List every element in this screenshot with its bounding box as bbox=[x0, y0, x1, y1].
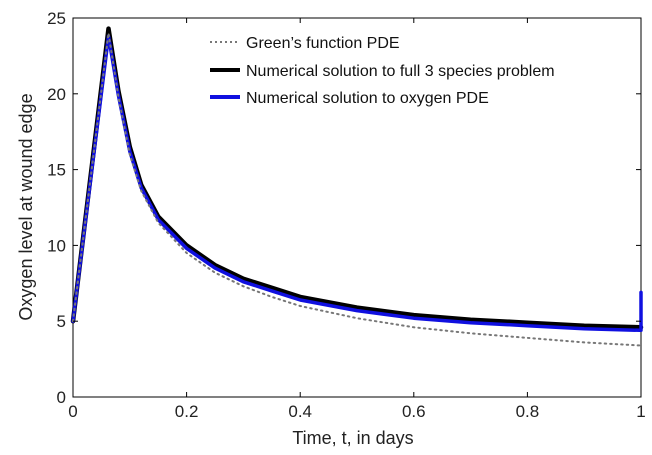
plot-area-border bbox=[72, 17, 642, 398]
x-tick-label: 0 bbox=[68, 402, 77, 421]
y-tick-label: 15 bbox=[47, 161, 66, 180]
legend-box bbox=[200, 27, 636, 114]
y-axis-label: Oxygen level at wound edge bbox=[16, 93, 36, 320]
x-tick-label: 0.2 bbox=[175, 402, 199, 421]
legend-label-greens-function: Green’s function PDE bbox=[246, 35, 400, 52]
series-layer bbox=[70, 26, 644, 347]
y-tick-label: 5 bbox=[57, 312, 66, 331]
y-tick-label: 0 bbox=[57, 388, 66, 407]
legend-label-oxygen-pde: Numerical solution to oxygen PDE bbox=[246, 90, 489, 107]
plot-frame bbox=[72, 17, 642, 398]
series-line-oxygen-pde bbox=[71, 34, 643, 333]
x-tick-label: 1 bbox=[636, 402, 645, 421]
legend-label-full-3-species: Numerical solution to full 3 species pro… bbox=[246, 63, 555, 80]
y-tick-label: 10 bbox=[47, 236, 66, 255]
x-axis-label: Time, t, in days bbox=[292, 428, 413, 448]
y-tick-label: 25 bbox=[47, 9, 66, 28]
x-tick-label: 0.6 bbox=[402, 402, 426, 421]
series-line-greens-function bbox=[72, 32, 642, 347]
y-tick-label: 20 bbox=[47, 85, 66, 104]
legend: Green’s function PDE Numerical solution … bbox=[200, 27, 636, 114]
x-tick-label: 0.8 bbox=[516, 402, 540, 421]
x-tick-label: 0.4 bbox=[288, 402, 312, 421]
